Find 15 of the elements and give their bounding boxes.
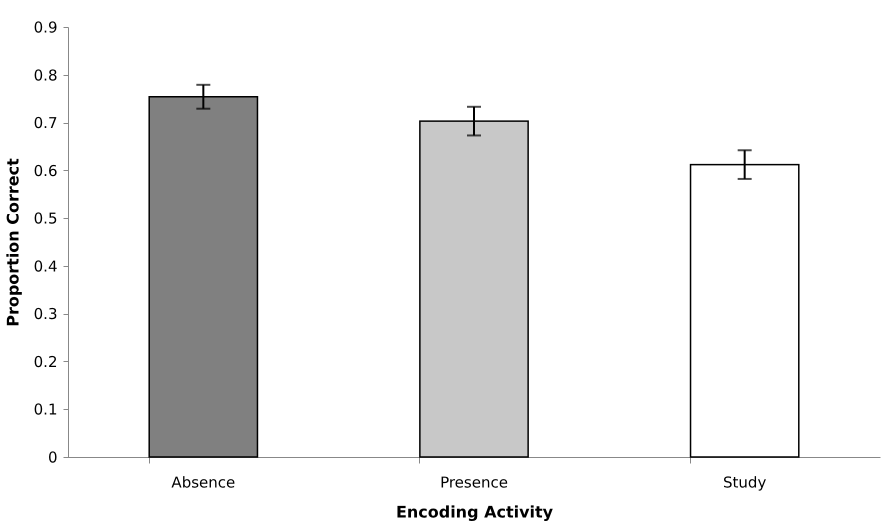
y-tick-label: 0.3	[34, 305, 58, 324]
x-tick-label: Absence	[171, 474, 236, 492]
x-axis-title: Encoding Activity	[396, 502, 554, 522]
y-axis-title: Proportion Correct	[4, 158, 23, 327]
y-tick-label: 0.6	[34, 162, 58, 180]
x-tick-label: Study	[723, 474, 766, 492]
y-tick-label: 0.4	[34, 257, 58, 276]
y-tick-label: 0.9	[34, 18, 58, 36]
y-tick-label: 0.1	[34, 400, 58, 419]
y-tick-label: 0.7	[34, 114, 58, 132]
y-tick-label: 0.5	[34, 210, 58, 228]
y-tick-label: 0	[48, 448, 58, 466]
y-tick-label: 0.8	[34, 66, 58, 84]
y-tick-label: 0.2	[34, 352, 58, 371]
x-tick-label: Presence	[440, 474, 508, 492]
